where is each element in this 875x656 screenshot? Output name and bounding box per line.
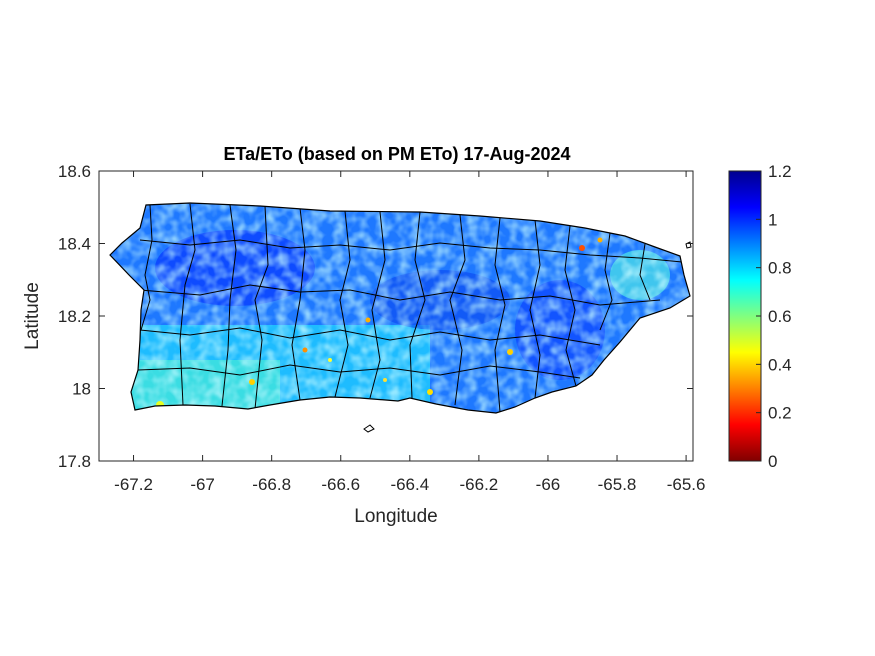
x-tick-label: -67 <box>190 475 215 494</box>
colorbar-tick-label: 0.4 <box>768 355 792 374</box>
y-axis: 18.6 18.4 18.2 18 17.8 <box>58 162 693 471</box>
colorbar: 1.2 1 0.8 0.6 0.4 0.2 0 <box>728 162 792 471</box>
x-tick-label: -66.6 <box>321 475 360 494</box>
plot-title: ETa/ETo (based on PM ETo) 17-Aug-2024 <box>223 144 570 164</box>
x-tick-label: -66.8 <box>252 475 291 494</box>
y-tick-label: 18 <box>72 380 91 399</box>
x-tick-label: -66.2 <box>460 475 499 494</box>
y-tick-label: 17.8 <box>58 452 91 471</box>
colorbar-tick-label: 1.2 <box>768 162 792 181</box>
municipality-boundaries <box>137 203 683 413</box>
map-axes: -67.2 -67 -66.8 -66.6 -66.4 -66.2 -66 -65.8 -65.… <box>58 162 706 494</box>
colorbar-tick-label: 0.2 <box>768 404 792 423</box>
east-cay <box>685 241 692 249</box>
x-tick-label: -66 <box>536 475 561 494</box>
x-tick-label: -65.6 <box>667 475 706 494</box>
x-axis: -67.2 -67 -66.8 -66.6 -66.4 -66.2 -66 -65.8 -65.… <box>114 171 705 494</box>
x-tick-label: -66.4 <box>390 475 429 494</box>
colorbar-tick-label: 0 <box>768 452 777 471</box>
colorbar-tick-label: 0.8 <box>768 259 792 278</box>
y-tick-label: 18.6 <box>58 162 91 181</box>
colorbar-gradient <box>728 170 762 462</box>
caja-de-muertos-island <box>363 424 375 433</box>
x-tick-label: -67.2 <box>114 475 153 494</box>
y-axis-title: Latitude <box>22 282 43 350</box>
y-tick-label: 18.2 <box>58 307 91 326</box>
colorbar-tick-label: 1 <box>768 210 777 229</box>
colorbar-tick-label: 0.6 <box>768 307 792 326</box>
colorbar-ticks: 1.2 1 0.8 0.6 0.4 0.2 0 <box>756 162 792 471</box>
coastline <box>109 202 691 414</box>
x-tick-label: -65.8 <box>598 475 637 494</box>
x-axis-title: Longitude <box>354 506 437 527</box>
y-tick-label: 18.4 <box>58 235 91 254</box>
